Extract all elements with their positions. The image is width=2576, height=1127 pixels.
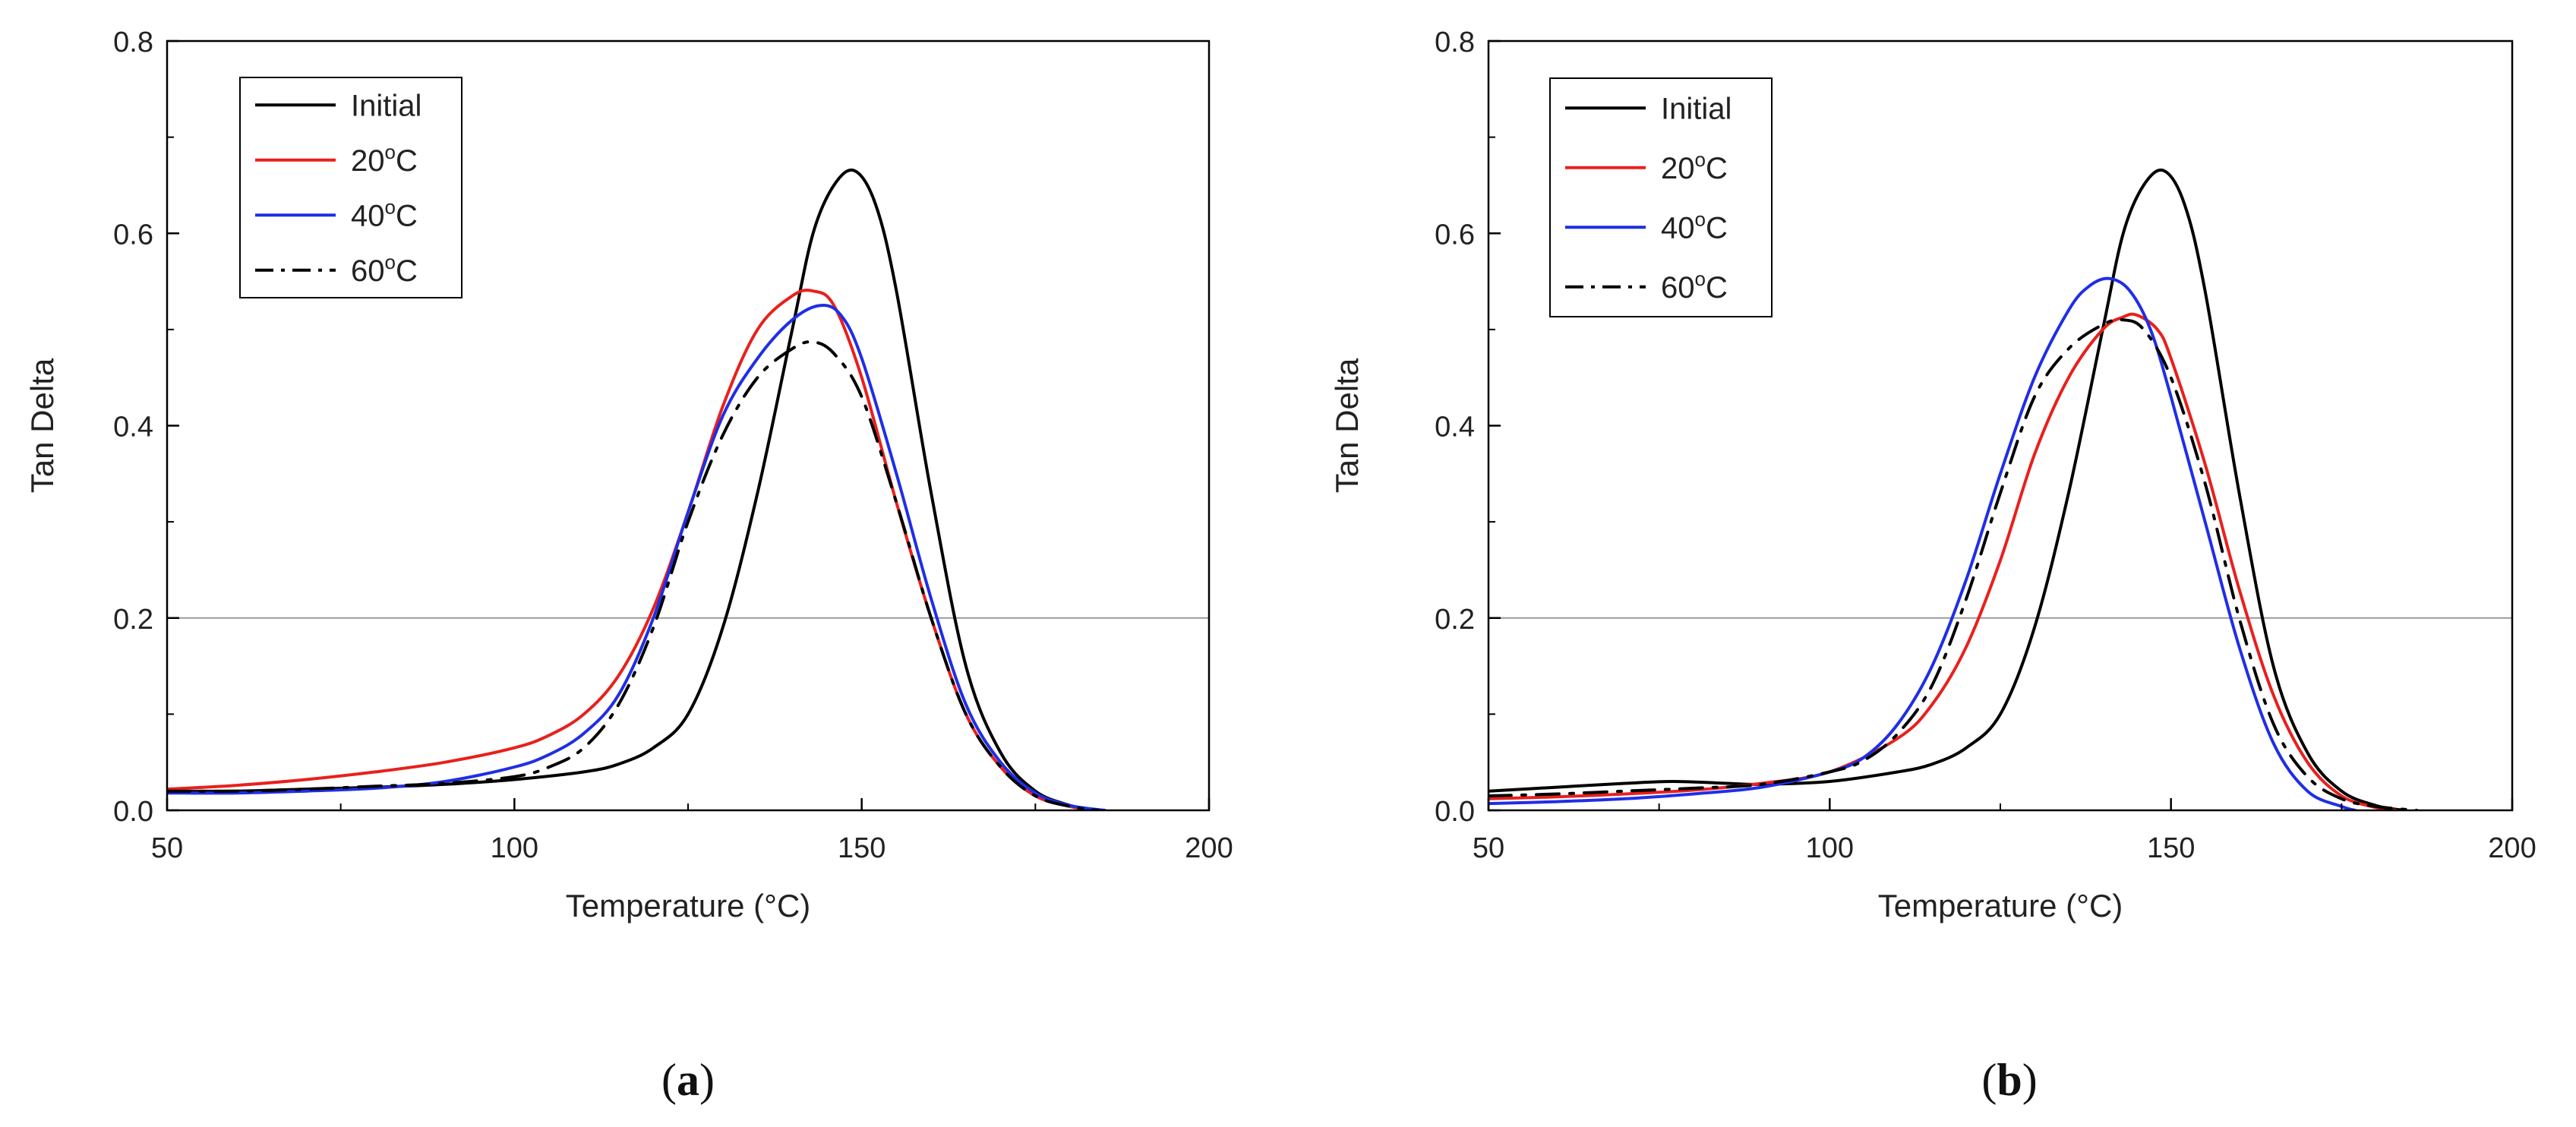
legend-label-degree: o	[385, 195, 396, 218]
series-line-40	[167, 303, 1106, 810]
legend-label-degree: o	[1695, 148, 1706, 171]
x-axis-title: Temperature (°C)	[1878, 888, 2123, 923]
legend-label: Initial	[1661, 92, 1732, 125]
series-line-40	[1488, 276, 2357, 810]
series-line-initial	[1488, 168, 2405, 810]
legend-label-unit: C	[396, 199, 418, 232]
legend-label-main: 40	[351, 199, 385, 232]
legend-label-unit: C	[1706, 152, 1728, 185]
legend-label: 40oC	[1661, 207, 1728, 245]
legend-label-main: 60	[351, 254, 385, 288]
x-tick-label: 150	[838, 832, 886, 864]
series-line-initial	[167, 168, 1093, 810]
y-tick-label: 0.4	[1435, 412, 1475, 444]
y-tick-label: 0.4	[113, 412, 153, 444]
panel-label: (b)	[1981, 1055, 2037, 1105]
y-tick-label: 0.8	[113, 27, 153, 58]
y-tick-label: 0.6	[113, 219, 153, 251]
legend-label-main: 60	[1661, 271, 1695, 305]
series-line-60	[167, 340, 1100, 810]
x-tick-label: 100	[1806, 832, 1854, 864]
panel-label: (a)	[661, 1055, 715, 1105]
chart-panel-a: 50 100 150 200 0.0 0.2 0.4 0.6 0.8 Temperature (°…	[24, 27, 1233, 1105]
panel-label-open: (	[1981, 1055, 1997, 1105]
x-tick-label: 50	[151, 832, 183, 864]
series-group	[1488, 168, 2419, 810]
y-tick-label: 0.6	[1435, 219, 1475, 251]
panel-label-close: )	[2022, 1055, 2038, 1105]
legend-label-main: 20	[1661, 152, 1695, 185]
legend-label: 20oC	[1661, 148, 1728, 185]
y-axis-title: Tan Delta	[1329, 358, 1365, 493]
legend-label-unit: C	[1706, 211, 1728, 245]
chart-panel-b: 50 100 150 200 0.0 0.2 0.4 0.6 0.8 Temperature (°…	[1329, 27, 2537, 1105]
panel-label-open: (	[661, 1055, 677, 1105]
panels: 50 100 150 200 0.0 0.2 0.4 0.6 0.8 Temperature (°…	[24, 27, 2537, 1105]
panel-label-letter: a	[677, 1055, 699, 1105]
legend-label-main: 20	[351, 144, 385, 178]
legend-label: 40oC	[351, 195, 418, 232]
x-axis-title: Temperature (°C)	[566, 888, 811, 923]
legend-label-main: Initial	[1661, 92, 1732, 125]
y-axis-title: Tan Delta	[24, 358, 60, 493]
y-tick-label: 0.0	[113, 796, 153, 828]
y-tick-label: 0.0	[1435, 796, 1475, 828]
x-tick-label: 200	[1185, 832, 1233, 864]
panel-label-letter: b	[1997, 1055, 2022, 1105]
x-tick-label: 150	[2147, 832, 2195, 864]
legend-label-degree: o	[385, 251, 396, 273]
series-group	[167, 168, 1106, 810]
x-tick-label: 200	[2488, 832, 2536, 864]
x-tick-label: 100	[491, 832, 538, 864]
legend-label: 60oC	[1661, 267, 1728, 305]
series-line-20	[1488, 312, 2398, 810]
panel-label-close: )	[699, 1055, 715, 1105]
legend-label: 20oC	[351, 140, 418, 178]
legend-label-degree: o	[1695, 207, 1706, 230]
x-tick-label: 50	[1473, 832, 1504, 864]
legend-box	[239, 77, 462, 298]
y-tick-label: 0.8	[1435, 27, 1475, 58]
legend-label-degree: o	[1695, 267, 1706, 290]
y-tick-label: 0.2	[113, 604, 153, 636]
legend-label-main: 40	[1661, 211, 1695, 245]
legend-label-degree: o	[385, 140, 396, 163]
legend-label: Initial	[351, 89, 421, 122]
series-line-60	[1488, 317, 2419, 810]
legend-label-unit: C	[1706, 271, 1728, 305]
legend-label-main: Initial	[351, 89, 421, 122]
legend-label: 60oC	[351, 251, 418, 288]
legend-label-unit: C	[396, 144, 418, 178]
legend-label-unit: C	[396, 254, 418, 288]
y-tick-label: 0.2	[1435, 604, 1475, 636]
legend-box	[1549, 77, 1773, 317]
